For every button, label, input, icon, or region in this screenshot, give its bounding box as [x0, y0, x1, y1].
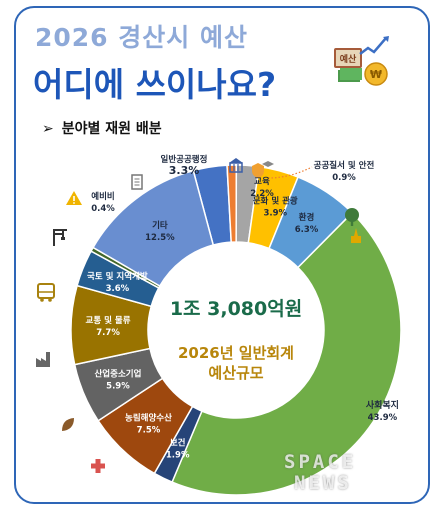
slice-label-0: 일반공공행정 — [161, 154, 208, 165]
slice-value-1: 0.9% — [332, 173, 356, 183]
center-caption-line2: 예산규모 — [208, 364, 263, 382]
slice-label-11: 예비비 — [91, 191, 114, 202]
slice-value-4: 6.3% — [295, 225, 319, 235]
shield-icon — [252, 163, 264, 178]
chart-icons — [36, 158, 361, 473]
page-subtitle: 2026 경산시 예산 — [35, 23, 248, 52]
slice-label-7: 농림해양수산 — [125, 412, 172, 423]
slice-value-0: 3.3% — [169, 164, 200, 177]
slice-label-1: 공공질서 및 안전 — [314, 160, 375, 171]
medical-cross-icon — [91, 459, 105, 473]
slice-label-6: 보건 — [170, 437, 186, 448]
monument-icon — [351, 228, 361, 243]
page-title: 어디에 쓰이나요? — [33, 65, 277, 104]
slice-12 — [92, 169, 215, 288]
bus-icon — [37, 283, 55, 302]
leaf-icon — [62, 418, 74, 431]
center-total: 1조 3,080억원 — [170, 298, 302, 320]
document-icon — [131, 174, 143, 190]
factory-icon — [36, 352, 50, 367]
watermark: SPACE NEWS — [284, 452, 356, 494]
leader-line-1 — [267, 166, 313, 179]
slice-label-8: 산업중소기업 — [94, 368, 141, 379]
slice-value-6: 1.9% — [166, 450, 190, 460]
slice-label-5: 사회복지 — [366, 399, 399, 411]
watermark-line1: SPACE — [284, 451, 357, 473]
slice-value-11: 0.4% — [91, 204, 115, 214]
slice-value-2: 2.2% — [250, 189, 274, 199]
slice-value-7: 7.5% — [137, 425, 161, 435]
slice-value-12: 12.5% — [145, 233, 175, 243]
watermark-line2: NEWS — [294, 472, 352, 494]
budget-logo: 예산 ₩ — [330, 34, 394, 94]
svg-text:₩: ₩ — [370, 68, 382, 81]
slice-label-9: 교통 및 물류 — [86, 315, 131, 326]
slice-label-12: 기타 — [152, 220, 168, 231]
slice-label-2: 교육 — [254, 176, 270, 187]
arrow-bullet-icon: ➢ — [42, 121, 54, 137]
section-heading: ➢ 분야별 재원 배분 — [42, 118, 162, 138]
slice-5 — [171, 211, 402, 496]
section-title: 분야별 재원 배분 — [61, 121, 162, 137]
slice-value-9: 7.7% — [96, 328, 120, 338]
slice-value-3: 3.9% — [263, 208, 287, 218]
slice-label-10: 국토 및 지역개발 — [87, 271, 148, 282]
graduation-cap-icon — [262, 161, 274, 167]
tree-icon — [345, 208, 359, 226]
slice-label-3: 문화 및 관광 — [253, 195, 298, 206]
warning-icon — [66, 191, 82, 205]
government-building-icon — [229, 158, 243, 173]
slice-value-8: 5.9% — [106, 381, 130, 391]
center-caption-line1: 2026년 일반회계 — [178, 344, 294, 362]
slice-value-10: 3.6% — [106, 284, 130, 294]
crane-icon — [53, 229, 67, 246]
slice-value-5: 43.9% — [368, 413, 398, 423]
slice-label-4: 환경 — [299, 212, 315, 223]
logo-label: 예산 — [340, 53, 357, 65]
budget-chart-money-icon: 예산 ₩ — [334, 36, 389, 86]
